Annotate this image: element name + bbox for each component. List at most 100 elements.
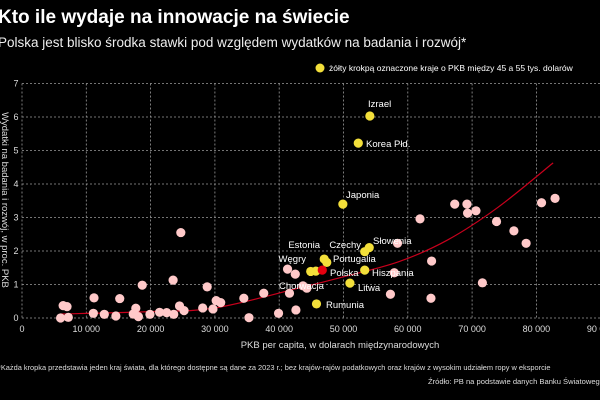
chart-title: Kto ile wydaje na innowacje na świecie [0, 7, 350, 28]
data-point [88, 308, 98, 318]
data-point [137, 280, 147, 290]
data-point [392, 238, 403, 248]
point-label: Czechy [329, 240, 361, 251]
legend: żółty krokpą oznaczone kraje o PKB międz… [315, 63, 574, 73]
data-point [176, 227, 186, 238]
highlight-point [353, 138, 363, 148]
chart-subtitle: Polska jest blisko środka stawki pod wzg… [0, 35, 467, 50]
x-tick-label: 90 000 [587, 324, 600, 334]
y-axis-label: Wydatki na badania i rozwój, w proc. PKB [0, 112, 10, 288]
point-label: Portugalia [333, 254, 376, 265]
x-tick-label: 40 000 [265, 324, 293, 334]
data-point [477, 278, 487, 288]
data-point [550, 193, 560, 204]
data-point [208, 304, 218, 314]
point-label: Litwa [358, 283, 381, 294]
data-point [133, 312, 143, 322]
data-point [471, 206, 481, 216]
point-label: Węgry [279, 254, 307, 265]
data-point [385, 289, 396, 299]
point-label: Chorwacja [279, 281, 325, 292]
point-labels: Izrael Korea Płd. Japonia Słowenia Czechy Est… [279, 99, 415, 311]
y-tick-label: 5 [13, 146, 18, 156]
data-point [99, 309, 109, 319]
x-tick-label: 30 000 [201, 324, 229, 334]
point-label: Japonia [346, 190, 380, 201]
x-tick-label: 80 000 [523, 324, 551, 334]
x-tick-label: 70 000 [458, 324, 486, 334]
grid [21, 83, 600, 319]
source-note: Źródło: PB na podstawie danych Banku Świ… [427, 377, 600, 386]
data-point [284, 288, 295, 298]
x-tick-label: 50 000 [330, 324, 358, 334]
data-point [389, 268, 399, 278]
data-point [462, 208, 473, 218]
x-tick-label: 0 [19, 324, 24, 334]
point-label: Hiszpania [372, 268, 414, 279]
data-point [198, 303, 208, 313]
data-point [291, 305, 301, 315]
highlight-point [360, 247, 370, 257]
data-point [62, 302, 72, 312]
data-point [239, 293, 249, 303]
data-point [162, 308, 172, 318]
points-group [55, 111, 560, 323]
highlight-point [322, 257, 332, 267]
footnote: *Każda kropka przedstawia jeden kraj świ… [0, 363, 551, 372]
poland-point [317, 265, 327, 275]
data-point [509, 226, 519, 236]
legend-label: żółty krokpą oznaczone kraje o PKB międz… [329, 63, 574, 73]
data-point [302, 283, 312, 293]
data-point [426, 293, 436, 303]
highlight-point [338, 199, 348, 209]
data-point [273, 308, 284, 318]
data-point [202, 282, 212, 292]
point-label: Izrael [368, 99, 391, 110]
y-tick-label: 4 [13, 179, 18, 189]
data-point [491, 216, 502, 227]
legend-marker [315, 63, 325, 73]
data-point [521, 238, 531, 248]
data-point [462, 199, 472, 209]
point-label: Słowenia [373, 236, 412, 247]
highlight-point [365, 111, 375, 121]
axis-ticks: 0 1 2 3 4 5 6 7 0 10 000 20 000 30 000 40 000 50 000 6… [13, 79, 600, 335]
data-point [216, 297, 226, 308]
data-point [179, 306, 189, 316]
y-tick-label: 6 [13, 112, 18, 122]
data-point [450, 199, 460, 209]
x-tick-label: 20 000 [137, 324, 165, 334]
data-point [259, 288, 269, 298]
data-point [282, 264, 293, 274]
point-label: Estonia [288, 240, 320, 251]
highlight-point [311, 299, 322, 309]
point-label: Polska [330, 268, 359, 279]
data-point [244, 313, 254, 323]
y-tick-label: 7 [13, 79, 18, 89]
data-point [426, 256, 437, 266]
data-point [155, 307, 165, 317]
data-point [290, 269, 300, 279]
x-tick-label: 10 000 [73, 324, 101, 334]
data-point [111, 311, 121, 321]
y-tick-label: 2 [13, 246, 18, 256]
data-point [145, 309, 155, 319]
data-point [55, 313, 66, 323]
y-tick-label: 1 [13, 280, 18, 290]
data-point [89, 293, 99, 303]
x-axis-label: PKB per capita, w dolarach międzynarodow… [241, 340, 440, 351]
point-label: Korea Płd. [366, 139, 410, 150]
data-point [415, 214, 425, 224]
highlight-point [360, 265, 370, 275]
y-tick-label: 0 [13, 313, 18, 323]
y-tick-label: 3 [13, 213, 18, 223]
point-label: Rumunia [326, 300, 365, 311]
data-point [168, 275, 178, 285]
data-point [115, 293, 125, 304]
x-tick-label: 60 000 [394, 324, 422, 334]
data-point [63, 312, 73, 322]
data-point [169, 309, 179, 319]
highlight-point [345, 278, 355, 288]
data-point [536, 198, 547, 208]
